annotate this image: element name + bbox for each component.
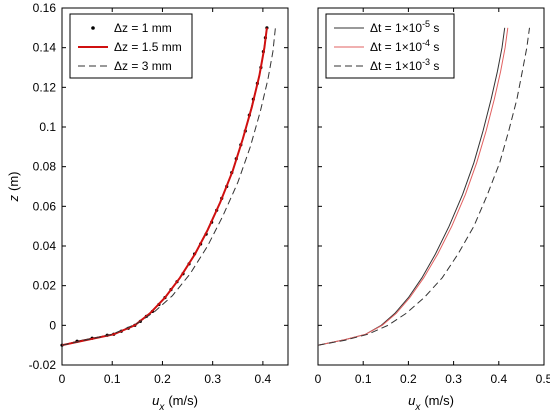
x-tick-label: 0 [315, 372, 322, 386]
y-tick-label: 0.02 [33, 279, 57, 293]
y-tick-label: 0.04 [33, 239, 57, 253]
x-axis-label: ux (m/s) [152, 393, 198, 413]
legend-label-exponent: -4 [422, 38, 430, 48]
y-tick-label: -0.02 [29, 358, 57, 372]
x-tick-label: 0.2 [154, 372, 171, 386]
x-axis-label-unit: (m/s) [168, 393, 198, 408]
series-line-2 [61, 27, 276, 346]
x-axis-label-var: u [152, 393, 159, 408]
legend-label-prefix: Δt = 1×10 [370, 59, 422, 73]
legend-label: Δt = 1×10-3 s [370, 57, 439, 73]
y-tick-label: 0.12 [33, 80, 57, 94]
legend-label-prefix: Δt = 1×10 [370, 40, 422, 54]
legend-label-suffix: s [430, 40, 439, 54]
x-tick-label: 0.3 [445, 372, 462, 386]
legend: Δz = 1 mm Δz = 1.5 mm Δz = 3 mm [69, 13, 193, 79]
y-axis-label-unit: (m) [6, 172, 21, 192]
x-tick-label: 0.1 [355, 372, 372, 386]
legend-label: Δz = 3 mm [114, 59, 172, 73]
y-tick-label: 0.16 [33, 1, 57, 15]
legend-label: Δz = 1 mm [114, 21, 172, 35]
legend-label-prefix: Δt = 1×10 [370, 21, 422, 35]
legend: Δt = 1×10-5 sΔt = 1×10-4 sΔt = 1×10-3 s [325, 13, 455, 79]
y-axis-label-var: z [6, 195, 21, 203]
legend-label: Δz = 1.5 mm [114, 40, 182, 54]
legend-label-exponent: -3 [422, 57, 430, 67]
x-tick-label: 0.3 [204, 372, 221, 386]
y-tick-label: 0.1 [39, 120, 56, 134]
chart-right: 0 0.1 0.2 0.3 0.4 0.5ux (m/s)Δt = 1×10-5 sΔt =… [315, 7, 550, 413]
y-tick-label: 0.08 [33, 160, 57, 174]
legend-label: Δt = 1×10-4 s [370, 38, 439, 54]
x-axis-label-subscript: x [414, 402, 421, 413]
y-tick-label: 0.14 [33, 41, 57, 55]
chart-left: 0 0.1 0.2 0.3 0.4-0.0200.020.040.060.080.10.… [6, 1, 289, 413]
x-tick-label: 0.5 [536, 372, 550, 386]
series-line-1 [317, 27, 509, 346]
x-axis-label-subscript: x [158, 402, 165, 413]
legend-swatch [91, 26, 95, 30]
x-tick-label: 0.2 [400, 372, 417, 386]
series-line-2 [317, 27, 530, 346]
y-tick-label: 0 [49, 318, 56, 332]
legend-box [325, 13, 455, 79]
x-axis-label: ux (m/s) [408, 393, 454, 413]
legend-label: Δt = 1×10-5 s [370, 19, 439, 35]
x-tick-label: 0.4 [255, 372, 272, 386]
x-axis-label-unit: (m/s) [424, 393, 454, 408]
y-axis-label: z (m) [6, 172, 21, 203]
legend-label-suffix: s [430, 59, 439, 73]
x-tick-label: 0.4 [490, 372, 507, 386]
x-tick-label: 0 [59, 372, 66, 386]
y-tick-label: 0.06 [33, 199, 57, 213]
legend-label-exponent: -5 [422, 19, 430, 29]
x-tick-label: 0.1 [104, 372, 121, 386]
x-axis-label-var: u [408, 393, 415, 408]
legend-label-suffix: s [430, 21, 439, 35]
